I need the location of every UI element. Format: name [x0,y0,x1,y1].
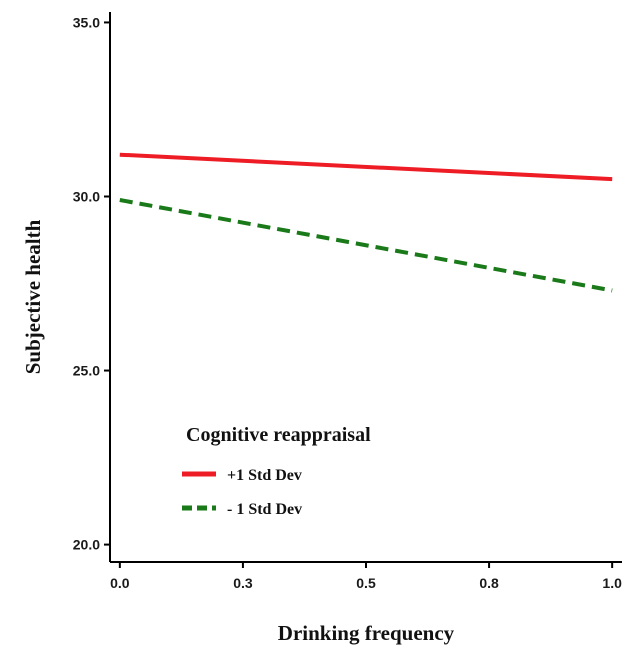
x-tick-label: 1.0 [602,575,622,591]
axes: 20.0 25.0 30.0 35.0 0.0 0.3 0.5 0.8 1.0 [73,12,622,591]
series-line-2 [119,198,613,293]
x-tick-label: 0.8 [479,575,499,591]
y-tick-label: 25.0 [73,363,100,379]
legend-label-2: - 1 Std Dev [227,501,302,518]
x-axis-title: Drinking frequency [278,621,455,645]
legend-label-1: +1 Std Dev [227,467,302,484]
series-line-1 [119,152,613,182]
y-tick-label: 30.0 [73,188,100,204]
y-tick-label: 20.0 [73,537,100,553]
series-lines [119,152,613,293]
x-tick-label: 0.3 [233,575,253,591]
legend-title: Cognitive reappraisal [186,424,371,446]
x-tick-label: 0.0 [110,575,130,591]
y-tick-label: 35.0 [73,14,100,30]
legend: Cognitive reappraisal +1 Std Dev - 1 Std … [182,424,371,518]
x-tick-label: 0.5 [356,575,376,591]
y-axis-title: Subjective health [21,219,45,374]
